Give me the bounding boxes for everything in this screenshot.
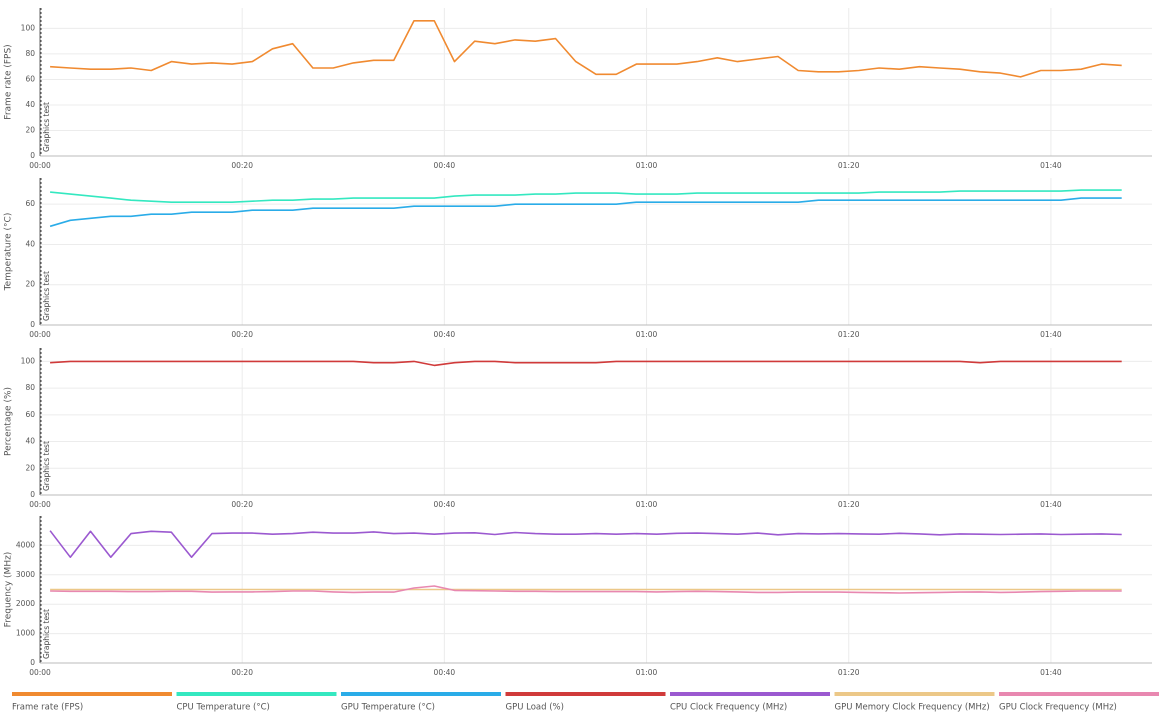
x-tick-label: 00:20 (231, 330, 253, 339)
x-tick-label: 00:40 (434, 330, 456, 339)
series-line (50, 189, 1122, 203)
legend-swatch (176, 692, 337, 696)
legend-swatch (341, 692, 501, 696)
series-line (49, 530, 1122, 558)
y-tick-label: 100 (21, 23, 36, 32)
y-tick-label: 40 (25, 239, 35, 248)
x-tick-label: 01:40 (1040, 668, 1062, 677)
y-tick-label: 60 (25, 199, 35, 208)
legend-label: GPU Load (%) (506, 703, 564, 713)
series-line (50, 360, 1122, 367)
y-tick-label: 20 (25, 125, 35, 134)
x-tick-label: 00:40 (434, 668, 456, 677)
x-tick-label: 01:20 (838, 330, 860, 339)
y-tick-label: 60 (25, 74, 35, 83)
x-tick-label: 00:00 (29, 500, 51, 509)
x-tick-label: 01:00 (636, 330, 658, 339)
y-tick-label: 20 (25, 280, 35, 289)
legend-label: CPU Clock Frequency (MHz) (670, 703, 787, 713)
panel: 0 20 40 60 00:00 00:20 00:40 01:00 01:20 01:40 Gra… (4, 178, 1152, 339)
y-axis-title: Temperature (°C) (4, 213, 14, 292)
legend-label: GPU Temperature (°C) (341, 703, 435, 713)
legend-swatch (670, 692, 830, 696)
x-tick-label: 01:20 (838, 500, 860, 509)
y-tick-label: 40 (25, 437, 35, 446)
series-line (50, 585, 1122, 594)
x-tick-label: 01:00 (636, 161, 658, 170)
x-tick-label: 01:00 (636, 500, 658, 509)
legend-swatch (834, 692, 995, 696)
annotation: Graphics test (42, 609, 51, 659)
legend-label: GPU Clock Frequency (MHz) (999, 703, 1117, 713)
y-tick-label: 20 (25, 463, 35, 472)
y-tick-label: 0 (30, 151, 35, 160)
annotation: Graphics test (42, 441, 51, 491)
x-tick-label: 01:20 (838, 161, 860, 170)
x-tick-label: 01:40 (1040, 330, 1062, 339)
y-tick-label: 0 (30, 320, 35, 329)
y-tick-label: 80 (25, 49, 35, 58)
x-tick-label: 00:20 (231, 161, 253, 170)
x-tick-label: 00:20 (231, 500, 253, 509)
legend: Frame rate (FPS) CPU Temperature (°C) GPU … (12, 692, 1159, 713)
series-line (49, 197, 1122, 228)
y-tick-label: 40 (25, 100, 35, 109)
x-tick-label: 00:40 (434, 500, 456, 509)
x-tick-label: 01:20 (838, 668, 860, 677)
legend-swatch (12, 692, 172, 696)
x-tick-label: 01:40 (1040, 161, 1062, 170)
series-line (50, 20, 1122, 78)
legend-label: Frame rate (FPS) (12, 703, 83, 713)
x-tick-label: 00:00 (29, 161, 51, 170)
x-tick-label: 00:00 (29, 330, 51, 339)
y-tick-label: 1000 (16, 629, 35, 638)
panel: 0 20 40 60 80 100 00:00 00:20 00:40 01:00 01:20 01:… (4, 8, 1152, 170)
legend-label: CPU Temperature (°C) (177, 703, 270, 713)
y-axis-title: Percentage (%) (4, 387, 14, 456)
y-tick-label: 80 (25, 383, 35, 392)
y-axis-title: Frame rate (FPS) (4, 44, 14, 119)
legend-swatch (999, 692, 1159, 696)
panel: 0 20 40 60 80 100 00:00 00:20 00:40 01:00 01:20 01:… (4, 348, 1152, 509)
x-tick-label: 00:20 (231, 668, 253, 677)
legend-label: GPU Memory Clock Frequency (MHz) (835, 703, 990, 713)
y-tick-label: 100 (21, 356, 36, 365)
x-tick-label: 00:00 (29, 668, 51, 677)
y-tick-label: 2000 (16, 599, 35, 608)
x-tick-label: 00:40 (434, 161, 456, 170)
y-tick-label: 0 (30, 490, 35, 499)
annotation: Graphics test (42, 271, 51, 321)
y-tick-label: 0 (30, 658, 35, 667)
y-axis-title: Frequency (MHz) (4, 552, 14, 628)
x-tick-label: 01:00 (636, 668, 658, 677)
annotation: Graphics test (42, 102, 51, 152)
legend-swatch (505, 692, 666, 696)
y-tick-label: 3000 (16, 570, 35, 579)
panel: 0 1000 2000 3000 4000 00:00 00:20 00:40 01:00 01:… (4, 516, 1152, 677)
y-tick-label: 60 (25, 410, 35, 419)
x-tick-label: 01:40 (1040, 500, 1062, 509)
y-tick-label: 4000 (16, 540, 35, 549)
